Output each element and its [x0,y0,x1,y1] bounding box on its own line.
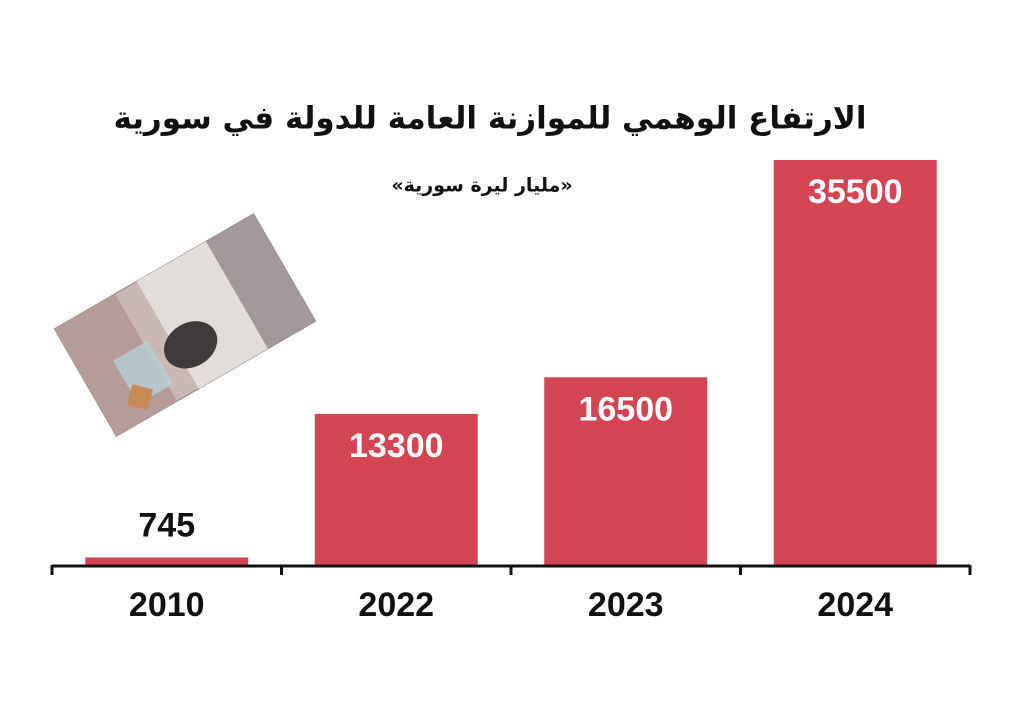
x-tick-label: 2022 [358,586,434,624]
bar [85,557,249,566]
value-label: 35500 [808,173,903,211]
value-label: 16500 [578,390,673,428]
bar [773,160,937,566]
chart-subtitle: «مليار ليرة سورية» [391,175,572,197]
plot-area: 745 2010 13300 2022 16500 2023 35500 2024 [50,160,972,624]
x-tick-label: 2010 [129,586,205,624]
value-label: 745 [138,506,195,544]
chart-title: الارتفاع الوهمي للموازنة العامة للدولة ف… [113,101,866,137]
value-label: 13300 [349,427,444,465]
banknote-illustration [53,213,317,437]
x-tick-label: 2023 [588,586,664,624]
bar [314,413,478,566]
bar [544,377,708,566]
x-tick-label: 2024 [817,586,893,624]
